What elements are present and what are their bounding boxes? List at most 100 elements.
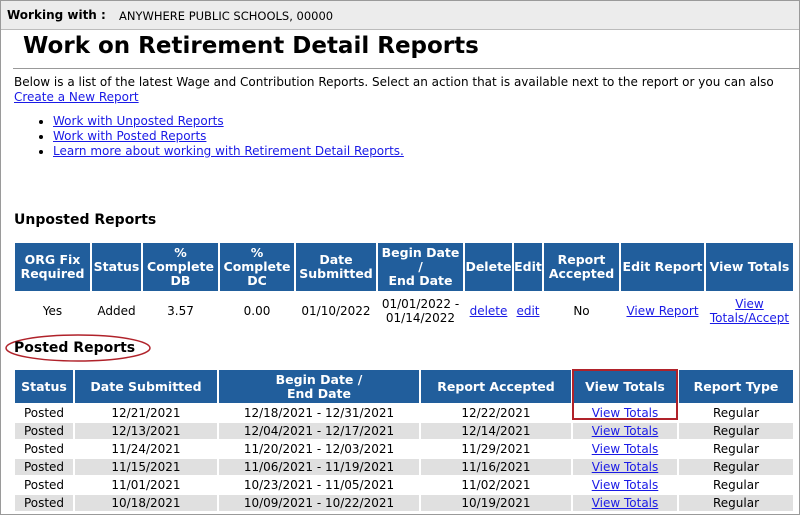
page-title: Work on Retirement Detail Reports bbox=[23, 33, 479, 59]
cell: View Totals bbox=[573, 441, 677, 457]
table-row: Posted 12/13/2021 12/04/2021 - 12/17/2021 1… bbox=[15, 423, 793, 439]
cell: Regular bbox=[712, 442, 760, 456]
cell: 10/19/2021 bbox=[421, 495, 571, 511]
title-rule bbox=[13, 68, 799, 69]
cell: View Totals bbox=[573, 459, 677, 475]
link-list: Work with Unposted ReportsWork with Post… bbox=[1, 114, 404, 159]
action-link[interactable]: delete bbox=[469, 304, 508, 318]
cell: 12/14/2021 bbox=[421, 423, 571, 439]
cell: 12/21/2021 bbox=[111, 406, 181, 420]
cell: 10/09/2021 - 10/22/2021 bbox=[219, 495, 419, 511]
cell: Added bbox=[97, 304, 136, 318]
action-link[interactable]: View Totals bbox=[591, 478, 659, 492]
column-header: Edit bbox=[514, 243, 542, 291]
column-header: Report Accepted bbox=[421, 370, 571, 403]
create-report-link[interactable]: Create a New Report bbox=[14, 90, 139, 104]
link-item: Learn more about working with Retirement… bbox=[53, 144, 404, 159]
action-link[interactable]: View Totals bbox=[591, 406, 659, 420]
context-org: ANYWHERE PUBLIC SCHOOLS, 00000 bbox=[119, 9, 334, 23]
cell: 01/01/2022 - 01/14/2022 bbox=[381, 297, 460, 325]
cell: 11/15/2021 bbox=[75, 459, 217, 475]
cell: Regular bbox=[679, 423, 793, 439]
column-header: Date Submitted bbox=[296, 243, 376, 291]
cell: 11/24/2021 bbox=[111, 442, 181, 456]
table-row: Posted 11/15/2021 11/06/2021 - 11/19/2021 1… bbox=[15, 459, 793, 475]
cell: Posted bbox=[15, 495, 73, 511]
cell: View Totals bbox=[573, 495, 677, 511]
nav-link[interactable]: Work with Unposted Reports bbox=[53, 114, 224, 128]
cell: 12/04/2021 - 12/17/2021 bbox=[219, 423, 419, 439]
column-header: Date Submitted bbox=[75, 370, 217, 403]
cell: 01/10/2022 bbox=[301, 304, 371, 318]
cell: 10/18/2021 bbox=[75, 495, 217, 511]
context-label: Working with : bbox=[7, 8, 106, 22]
cell: Posted bbox=[23, 442, 65, 456]
cell: 10/23/2021 - 11/05/2021 bbox=[243, 478, 395, 492]
cell: 12/22/2021 bbox=[461, 406, 531, 420]
column-header: Edit Report bbox=[621, 243, 704, 291]
action-link[interactable]: edit bbox=[516, 304, 540, 318]
cell: 12/18/2021 - 12/31/2021 bbox=[243, 406, 395, 420]
cell: View Totals bbox=[573, 405, 677, 421]
highlight-box bbox=[572, 369, 678, 420]
column-header: Begin Date / End Date bbox=[378, 243, 463, 291]
table-row: Posted 10/18/2021 10/09/2021 - 10/22/2021 1… bbox=[15, 495, 793, 511]
column-header: View Totals bbox=[706, 243, 793, 291]
cell: Regular bbox=[679, 495, 793, 511]
unposted-heading: Unposted Reports bbox=[14, 212, 157, 228]
table-row: Posted 11/01/2021 10/23/2021 - 11/05/2021 1… bbox=[15, 477, 793, 493]
action-link[interactable]: View Report bbox=[626, 304, 699, 318]
highlight-ellipse bbox=[5, 334, 151, 362]
cell: View Report bbox=[621, 293, 704, 329]
column-header: Status bbox=[15, 370, 73, 403]
unposted-table: ORG Fix Required Status% Complete DB% Com… bbox=[13, 241, 795, 331]
link-item: Work with Posted Reports bbox=[53, 129, 404, 144]
column-header: Delete bbox=[465, 243, 512, 291]
cell: 11/29/2021 bbox=[461, 442, 531, 456]
table-row: Yes Added 3.57 0.00 01/10/2022 01/01/2022 - 0… bbox=[15, 293, 793, 329]
cell: 11/02/2021 bbox=[461, 478, 531, 492]
context-bar: Working with : ANYWHERE PUBLIC SCHOOLS, … bbox=[1, 1, 799, 30]
table-row: Posted 11/24/2021 11/20/2021 - 12/03/2021 1… bbox=[15, 441, 793, 457]
nav-link[interactable]: Learn more about working with Retirement… bbox=[53, 144, 404, 158]
cell: View Totals bbox=[573, 477, 677, 493]
column-header: Begin Date / End Date bbox=[219, 370, 419, 403]
cell: 0.00 bbox=[243, 304, 271, 318]
column-header: Report Type bbox=[679, 370, 793, 403]
column-header: % Complete DC bbox=[220, 243, 294, 291]
cell: No bbox=[573, 304, 590, 318]
intro-text: Below is a list of the latest Wage and C… bbox=[14, 75, 774, 89]
action-link[interactable]: View Totals bbox=[591, 424, 659, 438]
table-row: Posted 12/21/2021 12/18/2021 - 12/31/2021 1… bbox=[15, 405, 793, 421]
column-header: Report Accepted bbox=[544, 243, 619, 291]
link-item: Work with Unposted Reports bbox=[53, 114, 404, 129]
cell: 11/01/2021 bbox=[111, 478, 181, 492]
cell: delete bbox=[465, 293, 512, 329]
cell: 3.57 bbox=[167, 304, 194, 318]
cell: Posted bbox=[23, 478, 65, 492]
cell: View Totals/Accept bbox=[706, 293, 793, 329]
intro: Below is a list of the latest Wage and C… bbox=[14, 75, 794, 105]
action-link[interactable]: View Totals/Accept bbox=[709, 297, 790, 325]
cell: Posted bbox=[15, 423, 73, 439]
cell: Yes bbox=[42, 304, 63, 318]
cell: 11/16/2021 bbox=[421, 459, 571, 475]
action-link[interactable]: View Totals bbox=[591, 496, 659, 510]
cell: Regular bbox=[712, 406, 760, 420]
cell: 11/20/2021 - 12/03/2021 bbox=[243, 442, 395, 456]
action-link[interactable]: View Totals bbox=[591, 442, 659, 456]
cell: View Totals bbox=[573, 423, 677, 439]
cell: 11/06/2021 - 11/19/2021 bbox=[219, 459, 419, 475]
column-header: ORG Fix Required bbox=[15, 243, 90, 291]
posted-heading: Posted Reports bbox=[14, 340, 136, 356]
cell: Regular bbox=[679, 459, 793, 475]
action-link[interactable]: View Totals bbox=[591, 460, 659, 474]
nav-link[interactable]: Work with Posted Reports bbox=[53, 129, 207, 143]
cell: Regular bbox=[712, 478, 760, 492]
cell: edit bbox=[514, 293, 542, 329]
column-header: View Totals bbox=[573, 370, 677, 403]
column-header: Status bbox=[92, 243, 141, 291]
column-header: % Complete DB bbox=[143, 243, 218, 291]
